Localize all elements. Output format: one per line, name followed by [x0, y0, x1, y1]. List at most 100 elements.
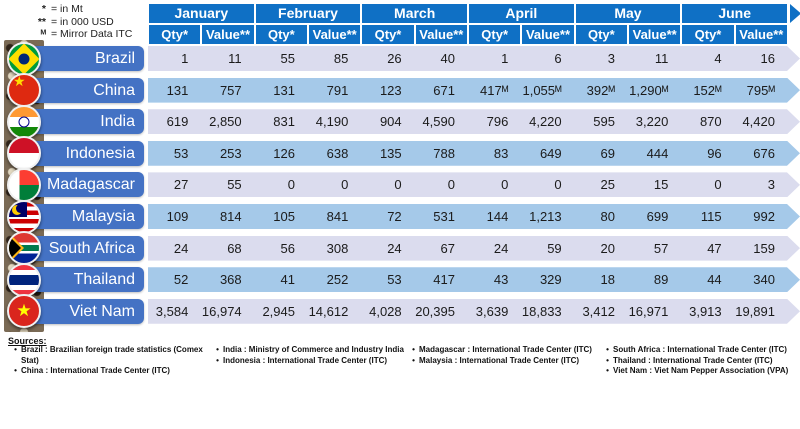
cell-vietnam-mar-value: 20,395	[415, 303, 455, 319]
cell-china-jan-qty: 131	[166, 82, 189, 98]
cell-vietnam-jan-value: 16,974	[201, 303, 242, 319]
country-label-india: India	[24, 109, 144, 135]
sources-column-2: • India : Ministry of Commerce and Indust…	[212, 345, 408, 366]
cell-southafrica-apr-qty: 24	[493, 240, 509, 256]
source-text: Brazil : Brazilian foreign trade statist…	[21, 345, 203, 365]
row-band-malaysia: 109 814 105 841 72 531 144 1,213 80 699 115 992	[148, 204, 800, 229]
cell-china-jun-value: 795ᴹ	[746, 82, 775, 98]
cell-southafrica-apr-value: 59	[547, 240, 562, 256]
cell-brazil-may-value: 11	[654, 51, 669, 66]
source-text: Indonesia : International Trade Center (…	[223, 355, 388, 365]
cell-indonesia-jan-qty: 53	[173, 145, 189, 161]
cell-madagascar-jun-value: 3	[767, 177, 775, 193]
cell-brazil-apr-qty: 1	[501, 51, 509, 66]
row-band-india: 619 2,850 831 4,190 904 4,590 796 4,220 595 3,220…	[148, 109, 800, 134]
source-item: • Brazil : Brazilian foreign trade statis…	[10, 345, 206, 366]
cell-indonesia-may-value: 444	[646, 145, 669, 161]
source-item: • China : International Trade Center (ITC…	[10, 366, 206, 377]
cell-vietnam-jun-qty: 3,913	[689, 303, 722, 319]
value-column-header: Value**	[415, 25, 467, 44]
cell-thailand-apr-value: 329	[539, 272, 562, 288]
cell-southafrica-feb-value: 308	[326, 240, 349, 256]
source-text: Malaysia : International Trade Center (I…	[419, 355, 580, 365]
cell-vietnam-feb-qty: 2,945	[262, 303, 295, 319]
source-item: • Indonesia : International Trade Center …	[212, 356, 408, 367]
sources-column-4: • South Africa : International Trade Cent…	[602, 345, 798, 377]
cell-madagascar-jun-qty: 0	[714, 177, 722, 193]
cell-brazil-mar-qty: 26	[387, 51, 402, 66]
cell-madagascar-feb-value: 0	[341, 177, 349, 193]
source-text: Viet Nam : Viet Nam Pepper Association (…	[613, 366, 789, 375]
cell-madagascar-mar-value: 0	[447, 177, 455, 193]
qty-column-header: Qty*	[469, 25, 521, 44]
cell-thailand-mar-qty: 53	[387, 272, 402, 288]
value-column-header: Value**	[735, 25, 787, 44]
month-header-april: April	[469, 4, 574, 23]
cell-thailand-jan-qty: 52	[173, 272, 189, 288]
cell-madagascar-mar-qty: 0	[394, 177, 402, 193]
source-item: • Viet Nam : Viet Nam Pepper Association …	[602, 366, 798, 377]
cell-china-jun-qty: 152ᴹ	[693, 82, 722, 98]
header-arrow-tip	[790, 4, 800, 23]
cell-indonesia-feb-qty: 126	[273, 145, 295, 161]
cell-indonesia-may-qty: 69	[600, 145, 615, 161]
cell-madagascar-feb-qty: 0	[287, 177, 295, 193]
cell-southafrica-mar-qty: 24	[387, 240, 402, 256]
cell-southafrica-feb-qty: 56	[280, 240, 295, 256]
cell-vietnam-apr-value: 18,833	[521, 303, 562, 319]
sources-column-1: • Brazil : Brazilian foreign trade statis…	[10, 345, 206, 377]
cell-brazil-apr-value: 6	[554, 51, 562, 66]
bullet-icon: •	[216, 355, 219, 365]
country-label-indonesia: Indonesia	[24, 140, 144, 166]
cell-madagascar-may-value: 15	[653, 177, 669, 193]
cell-indonesia-feb-value: 638	[326, 145, 349, 161]
cell-vietnam-apr-qty: 3,639	[475, 303, 509, 319]
cell-brazil-may-qty: 3	[607, 51, 615, 66]
cell-china-jan-value: 757	[219, 82, 242, 98]
cell-malaysia-jan-qty: 109	[166, 209, 189, 224]
qty-column-header: Qty*	[362, 25, 414, 44]
bullet-icon: •	[412, 355, 415, 365]
cell-vietnam-feb-value: 14,612	[308, 303, 349, 319]
bullet-icon: •	[216, 345, 219, 354]
double-asterisk-symbol: **	[37, 15, 46, 28]
cell-india-jan-qty: 619	[166, 114, 189, 130]
row-band-brazil: 1 11 55 85 26 40 1 6 3 11 4 16	[148, 46, 800, 71]
cell-madagascar-may-qty: 25	[600, 177, 615, 193]
source-text: Thailand : International Trade Center (I…	[613, 355, 773, 365]
cell-thailand-feb-qty: 41	[280, 272, 295, 288]
country-label-brazil: Brazil	[24, 46, 144, 71]
cell-brazil-jan-qty: 1	[181, 51, 189, 66]
country-label-madagascar: Madagascar	[24, 172, 144, 198]
cell-malaysia-feb-value: 841	[326, 209, 349, 224]
cell-indonesia-jun-qty: 96	[707, 145, 722, 161]
bullet-icon: •	[606, 345, 609, 354]
cell-brazil-jan-value: 11	[228, 51, 242, 66]
madagascar-flag-icon	[7, 167, 41, 202]
month-header-february: February	[255, 4, 361, 23]
thailand-flag-icon	[7, 262, 41, 297]
cell-india-may-value: 3,220	[635, 114, 669, 130]
month-header-january: January	[149, 4, 254, 23]
cell-vietnam-jan-qty: 3,584	[155, 303, 189, 319]
cell-china-may-value: 1,290ᴹ	[629, 82, 669, 98]
cell-india-mar-value: 4,590	[422, 114, 455, 130]
source-text: South Africa : International Trade Cente…	[613, 345, 787, 354]
source-text: China : International Trade Center (ITC)	[21, 366, 170, 375]
cell-brazil-mar-value: 40	[440, 51, 455, 66]
legend-text: = in Mt	[51, 3, 83, 15]
legend-text: = Mirror Data ITC	[51, 28, 133, 40]
legend-text: = in 000 USD	[51, 15, 114, 28]
cell-vietnam-may-value: 16,971	[628, 303, 669, 319]
cell-india-jan-value: 2,850	[209, 114, 242, 130]
vietnam-flag-icon	[7, 294, 41, 329]
cell-vietnam-mar-qty: 4,028	[369, 303, 402, 319]
india-flag-icon	[7, 104, 41, 139]
cell-thailand-jun-value: 340	[753, 272, 775, 288]
cell-malaysia-apr-value: 1,213	[529, 209, 562, 224]
cell-malaysia-jun-value: 992	[753, 209, 775, 224]
cell-southafrica-mar-value: 67	[440, 240, 455, 256]
row-band-thailand: 52 368 41 252 53 417 43 329 18 89 44 340	[148, 267, 800, 292]
row-band-madagascar: 27 55 0 0 0 0 0 0 25 15 0 3	[148, 172, 800, 197]
